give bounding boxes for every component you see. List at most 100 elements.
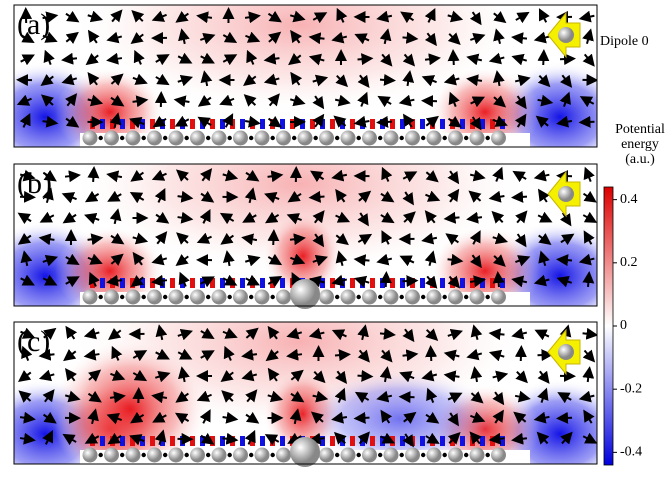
atom (384, 290, 399, 305)
atom (104, 131, 119, 146)
arrow (431, 349, 432, 361)
arrow (358, 418, 370, 419)
atom (384, 131, 399, 146)
charge (260, 278, 265, 288)
atom-small (335, 295, 339, 299)
charge (170, 278, 175, 288)
atom-large (290, 279, 320, 309)
atom-small (185, 136, 189, 140)
charge (370, 119, 375, 129)
charge (180, 436, 185, 446)
atom-small (378, 295, 382, 299)
dipole-legend: Dipole 0 (600, 34, 649, 49)
dipole-atom (558, 344, 574, 360)
charge (230, 119, 235, 129)
atom-small (249, 295, 253, 299)
atom-small (400, 136, 404, 140)
charge (150, 119, 155, 129)
panel: (a) (0, 0, 630, 172)
charge (150, 278, 155, 288)
atom (427, 448, 442, 463)
charge (440, 436, 445, 446)
atom-small (120, 136, 124, 140)
charge (160, 278, 165, 288)
atom (190, 290, 205, 305)
colorbar-tick-label: 0 (620, 318, 627, 333)
atom-small (142, 136, 146, 140)
panel-label: (b) (17, 167, 52, 200)
dipole-atom (558, 186, 574, 202)
atom (319, 131, 334, 146)
colorbar (604, 187, 613, 465)
charge (170, 119, 175, 129)
arrow (515, 197, 527, 198)
atom (255, 290, 270, 305)
charge (170, 436, 175, 446)
charge (390, 119, 395, 129)
atom (233, 131, 248, 146)
charge (100, 436, 105, 446)
charge (500, 278, 505, 288)
atom (126, 290, 141, 305)
atom (491, 131, 506, 146)
charge (260, 436, 265, 446)
atom (147, 290, 162, 305)
charge (460, 278, 465, 288)
charge (250, 119, 255, 129)
arrow (543, 53, 544, 65)
charge (190, 278, 195, 288)
atom (470, 290, 485, 305)
charge (90, 119, 95, 129)
atom-small (314, 136, 318, 140)
atom-small (249, 136, 253, 140)
atom-small (142, 453, 146, 457)
atom (104, 448, 119, 463)
atom (190, 131, 205, 146)
arrow (538, 355, 550, 356)
atom-small (443, 295, 447, 299)
atom (470, 131, 485, 146)
arrow (313, 197, 325, 198)
atom-small (400, 453, 404, 457)
charge (280, 119, 285, 129)
atom-small (271, 136, 275, 140)
atom-small (357, 136, 361, 140)
atom (448, 290, 463, 305)
atom (104, 290, 119, 305)
charge (330, 436, 335, 446)
charge (480, 436, 485, 446)
atom (233, 448, 248, 463)
atom (405, 448, 420, 463)
arrow (335, 355, 347, 356)
dipole-atom (558, 27, 574, 43)
arrow (493, 333, 505, 334)
atom-large (290, 437, 320, 467)
atom (169, 290, 184, 305)
atom (276, 131, 291, 146)
atom-small (163, 136, 167, 140)
charge (190, 119, 195, 129)
atom-small (120, 453, 124, 457)
atom-small (335, 136, 339, 140)
charge (210, 436, 215, 446)
atom-small (443, 136, 447, 140)
charge (280, 278, 285, 288)
charge (190, 436, 195, 446)
atom-small (271, 295, 275, 299)
atom (83, 290, 98, 305)
colorbar-tick-label: -0.2 (620, 381, 642, 396)
atom-small (421, 453, 425, 457)
charge (410, 278, 415, 288)
atom (276, 290, 291, 305)
atom (169, 131, 184, 146)
arrow (93, 170, 94, 182)
atom (255, 448, 270, 463)
charge (280, 436, 285, 446)
atom-small (400, 295, 404, 299)
panel-label: (c) (17, 325, 50, 358)
atom-small (142, 295, 146, 299)
atom (83, 448, 98, 463)
charge (480, 119, 485, 129)
atom-small (228, 136, 232, 140)
atom (147, 448, 162, 463)
